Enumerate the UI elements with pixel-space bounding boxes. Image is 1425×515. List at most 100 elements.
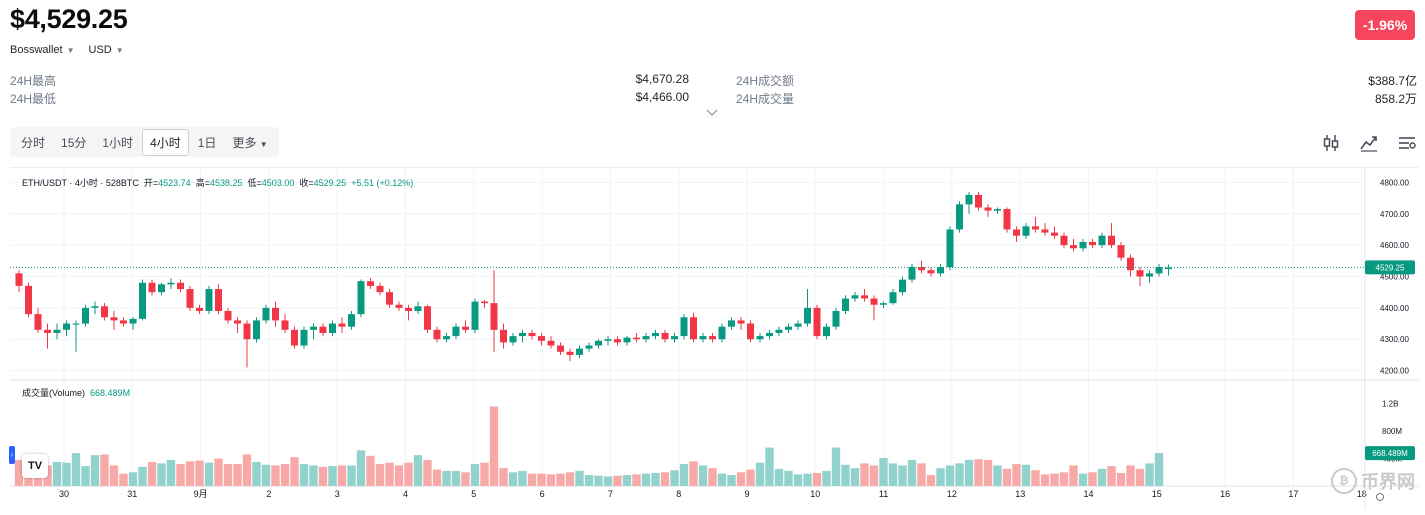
candle-body [1041,229,1049,233]
volume-bar [81,466,90,486]
x-tick-label: 11 [879,489,888,499]
volume-bar [983,459,993,486]
volume-bar [1116,472,1126,486]
axis-settings-icon [1376,493,1384,501]
volume-bar [993,465,1002,486]
volume-tick-label: 1.2B [1382,400,1398,409]
caret-down-icon: ▼ [66,45,75,55]
settings-list-icon[interactable] [1397,133,1417,153]
caret-down-icon: ▼ [115,45,124,55]
ohlc-info-line: ETH/USDT · 4小时 · 528BTC 开=4523.74 高=4538… [22,176,413,189]
timeframe-tab-active[interactable]: 4小时 [142,128,189,156]
volume-bar [508,472,518,486]
candle-body [937,267,944,274]
volume-bar [366,455,375,486]
candle-body [861,295,868,299]
volume-bar [1059,472,1069,486]
volume-bar [622,475,632,486]
volume-bar [157,463,166,486]
candle-body [804,307,811,324]
volume-bar [204,462,214,486]
tradingview-logo-icon[interactable]: TV [22,454,48,478]
timeframe-tab[interactable]: 1日 [197,135,217,150]
price-change-badge: -1.96% [1355,10,1415,40]
volume-bar [831,447,841,486]
candle-body [509,336,517,343]
candle-body [1032,226,1039,230]
volume-bar [461,472,470,486]
x-tick-label: 16 [1220,489,1230,499]
volume-bar [176,464,185,486]
candle-body [1013,229,1020,236]
currency-selector[interactable]: USD ▼ [89,44,124,56]
chart-type-icon[interactable] [1359,133,1379,153]
timeframe-tab[interactable]: 分时 [21,135,46,150]
volume-label: 成交量(Volume) [22,388,86,398]
last-volume-label: 668.489M [1372,449,1408,458]
volume-bar [755,462,765,486]
last-volume-tag [1365,446,1415,461]
candle-body [547,340,555,346]
candle-body [794,323,802,327]
volume-bar [898,465,907,486]
candle-body [424,306,431,330]
candle-body [414,306,422,311]
expand-chevron-icon[interactable] [706,106,718,120]
candle-body [842,298,849,311]
chart-area[interactable]: 30 31 9月 2 3 4 5 6 7 8 9 10 11 12 13 14 15 16 17 18 4800.00 4… [10,167,1419,510]
timeframe-tab[interactable]: 1小时 [102,135,134,150]
candle-body [433,329,441,340]
candle-body [25,285,32,315]
candle-body [975,194,982,208]
candle-body [1165,267,1172,270]
volume-bar [841,464,850,486]
volume-bar [1040,474,1050,486]
x-tick-label: 18 [1357,489,1367,499]
timeframe-tab[interactable]: 15分 [61,135,87,150]
candle-body [167,282,175,285]
candle-body [1098,235,1106,246]
volume-bar [385,462,394,486]
candlestick-chart[interactable]: 30 31 9月 2 3 4 5 6 7 8 9 10 11 12 13 14 15 16 17 18 4800.00 4… [10,168,1419,510]
volume-bar [1135,468,1145,486]
candle-body [205,289,213,311]
x-tick-label: 13 [1015,489,1025,499]
candle-body [709,336,716,340]
volume-bar [1088,472,1097,486]
panel-toggle-handle[interactable]: › [9,446,15,464]
candle-body [405,307,412,311]
timeframe-more-button[interactable]: 更多 ▼ [225,130,274,155]
stat-low-label: 24H最低 [10,92,57,106]
candle-body [224,311,232,321]
x-tick-label: 3 [335,489,340,499]
exchange-selector[interactable]: Bosswallet ▼ [10,44,75,56]
volume-bar [290,457,299,486]
candle-body [823,326,830,337]
x-tick-label: 10 [810,489,820,499]
volume-bar [613,475,622,486]
volume-bar [641,473,651,486]
more-label: 更多 [232,135,257,150]
candle-body [832,311,840,327]
volume-bar [62,462,71,486]
volume-bar [109,465,119,486]
volume-bar [518,470,527,486]
volume-tick-label: 800M [1382,427,1402,436]
y-tick-label: 4300.00 [1380,335,1409,344]
candle-body [623,337,631,343]
volume-bar [1145,463,1154,486]
candle-body [158,284,165,293]
volume-bar [499,468,508,486]
x-tick-label: 12 [947,489,957,499]
volume-bar [1097,468,1107,486]
volume-bar [138,466,147,486]
candle-body [139,282,146,319]
candle-body [338,323,346,327]
volume-bar [1069,465,1078,486]
volume-bar [546,474,556,486]
indicator-icon[interactable] [1321,133,1341,153]
volume-bar [879,457,888,486]
y-tick-label: 4400.00 [1380,304,1409,313]
volume-bar [860,463,869,486]
volume-bar [185,461,195,486]
